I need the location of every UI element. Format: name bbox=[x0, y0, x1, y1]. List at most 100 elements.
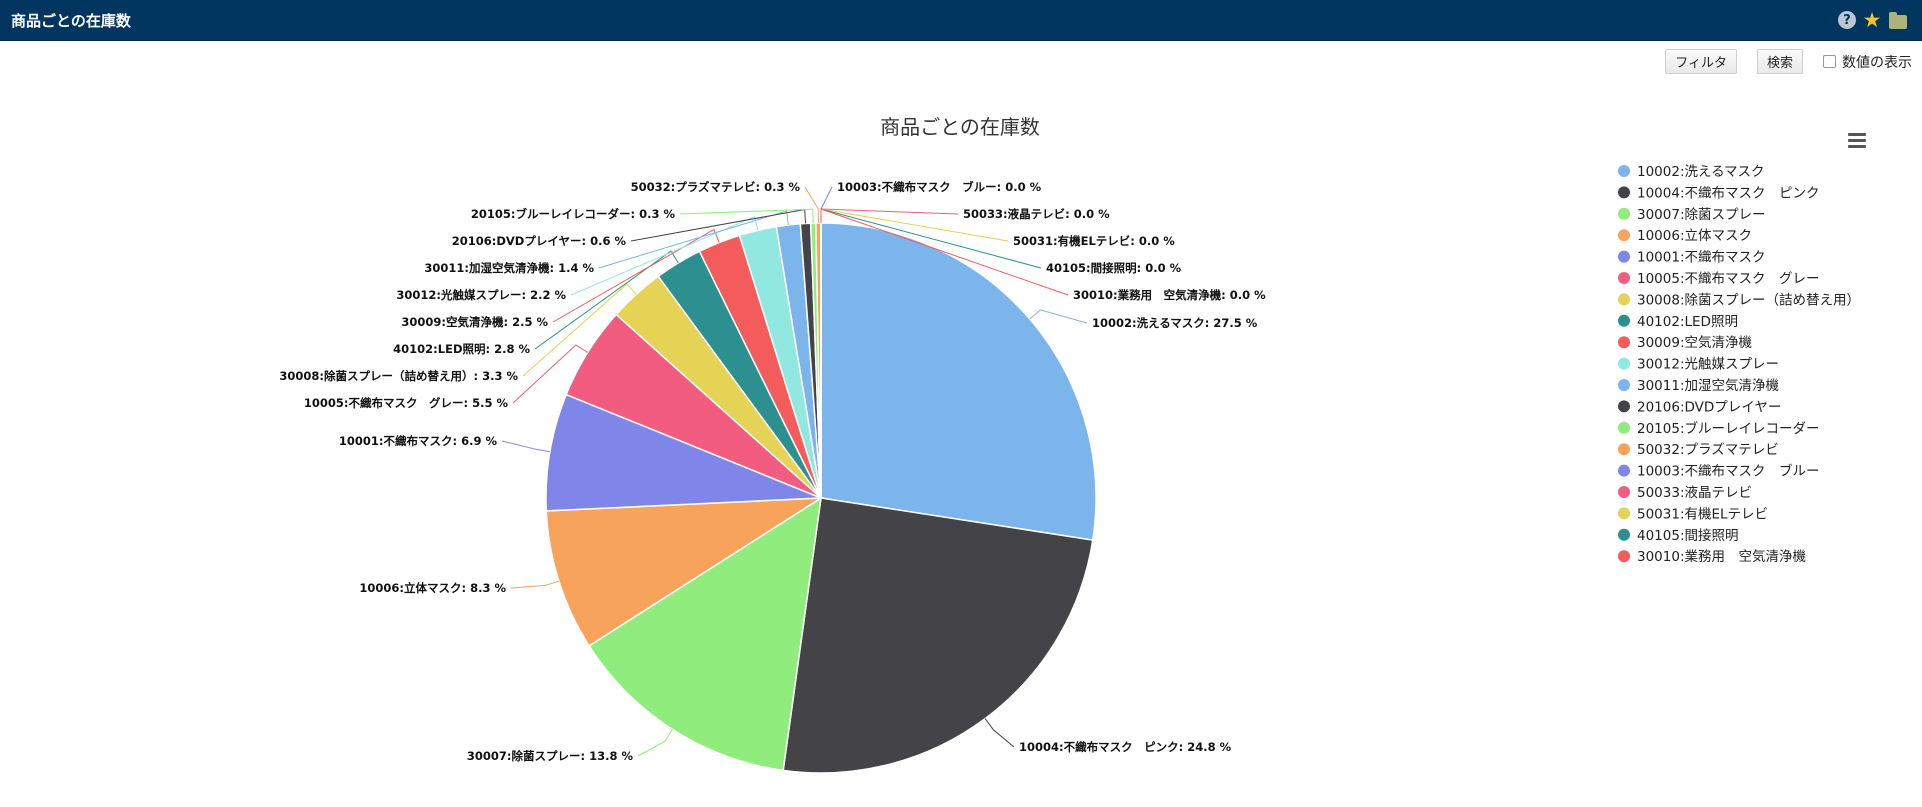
star-icon[interactable]: ★ bbox=[1862, 8, 1882, 32]
label-connector bbox=[598, 210, 789, 269]
legend-label: 50031:有機ELテレビ bbox=[1637, 506, 1768, 522]
search-button[interactable]: 検索 bbox=[1756, 49, 1803, 74]
menu-icon[interactable] bbox=[1848, 133, 1866, 148]
data-label: 20105:ブルーレイレコーダー: 0.3 % bbox=[471, 207, 676, 221]
data-label: 30008:除菌スプレー（詰め替え用）: 3.3 % bbox=[279, 369, 518, 383]
pie-slice[interactable] bbox=[545, 497, 824, 647]
legend-marker bbox=[1618, 464, 1630, 477]
data-label: 30011:加湿空気清浄機: 1.4 % bbox=[424, 261, 594, 275]
legend-label: 30007:除菌スプレー bbox=[1637, 207, 1766, 223]
legend-marker bbox=[1618, 400, 1630, 413]
data-label: 30010:業務用 空気清浄機: 0.0 % bbox=[1073, 288, 1266, 302]
legend-item[interactable]: 10001:不織布マスク bbox=[1618, 250, 1766, 266]
legend-item[interactable]: 50032:プラズマテレビ bbox=[1618, 442, 1779, 458]
pie-slices bbox=[545, 222, 1097, 774]
legend-marker bbox=[1618, 486, 1630, 498]
label-connector bbox=[820, 208, 1069, 296]
data-label: 40102:LED照明: 2.8 % bbox=[393, 342, 530, 356]
legend-item[interactable]: 20106:DVDプレイヤー bbox=[1618, 399, 1781, 415]
label-connectors bbox=[501, 186, 1088, 757]
legend-item[interactable]: 10005:不織布マスク グレー bbox=[1618, 271, 1820, 287]
label-connector bbox=[570, 216, 759, 296]
filter-button[interactable]: フィルタ bbox=[1665, 49, 1737, 74]
legend-label: 10003:不織布マスク ブルー bbox=[1637, 463, 1820, 480]
data-label: 30009:空気清浄機: 2.5 % bbox=[401, 315, 548, 329]
label-connector bbox=[510, 580, 560, 589]
label-connector bbox=[679, 208, 814, 224]
legend-label: 30011:加湿空気清浄機 bbox=[1637, 378, 1779, 394]
data-label: 50033:液晶テレビ: 0.0 % bbox=[963, 207, 1110, 221]
data-label: 30012:光触媒スプレー: 2.2 % bbox=[396, 288, 566, 302]
legend-item[interactable]: 40105:間接照明 bbox=[1618, 527, 1739, 544]
legend-item[interactable]: 30012:光触媒スプレー bbox=[1618, 357, 1779, 373]
label-connector bbox=[984, 718, 1015, 748]
legend: 10002:洗えるマスク 10004:不織布マスク ピンク 30007:除菌スプレー… bbox=[1618, 164, 1860, 565]
toolbar: フィルタ 検索 数値の表示 bbox=[1665, 49, 1912, 74]
legend-marker bbox=[1618, 186, 1630, 199]
legend-label: 10004:不織布マスク ピンク bbox=[1637, 185, 1820, 201]
legend-item[interactable]: 40102:LED照明 bbox=[1618, 314, 1738, 330]
legend-item[interactable]: 10002:洗えるマスク bbox=[1618, 164, 1765, 180]
legend-label: 30009:空気清浄機 bbox=[1637, 335, 1752, 351]
legend-marker bbox=[1618, 314, 1630, 327]
label-connector bbox=[522, 283, 637, 377]
data-label: 10005:不織布マスク グレー: 5.5 % bbox=[304, 396, 509, 410]
legend-item[interactable]: 30010:業務用 空気清浄機 bbox=[1618, 549, 1806, 565]
legend-item[interactable]: 30009:空気清浄機 bbox=[1618, 335, 1752, 351]
legend-marker bbox=[1618, 528, 1630, 541]
legend-item[interactable]: 30008:除菌スプレー（詰め替え用） bbox=[1618, 292, 1860, 308]
legend-label: 40102:LED照明 bbox=[1637, 314, 1738, 330]
pie-slice[interactable] bbox=[545, 393, 822, 512]
legend-marker bbox=[1618, 379, 1630, 391]
folder-icon-wrap[interactable] bbox=[1888, 10, 1908, 30]
legend-item[interactable]: 30011:加湿空気清浄機 bbox=[1618, 378, 1779, 394]
legend-marker bbox=[1618, 293, 1630, 306]
data-label: 30007:除菌スプレー: 13.8 % bbox=[467, 749, 634, 763]
legend-label: 30010:業務用 空気清浄機 bbox=[1637, 549, 1806, 565]
legend-label: 30012:光触媒スプレー bbox=[1637, 357, 1779, 373]
legend-item[interactable]: 10006:立体マスク bbox=[1618, 228, 1752, 244]
legend-label: 50032:プラズマテレビ bbox=[1637, 442, 1779, 458]
data-label: 50032:プラズマテレビ: 0.3 % bbox=[631, 180, 801, 194]
show-values-checkbox[interactable] bbox=[1823, 55, 1836, 68]
legend-item[interactable]: 50031:有機ELテレビ bbox=[1618, 506, 1768, 522]
pie-slice[interactable] bbox=[782, 497, 1094, 774]
legend-label: 50033:液晶テレビ bbox=[1637, 485, 1752, 501]
show-values-toggle[interactable]: 数値の表示 bbox=[1823, 52, 1912, 72]
app-header: 商品ごとの在庫数 ? ★ bbox=[0, 0, 1922, 41]
label-connector bbox=[1029, 309, 1088, 324]
data-label: 10003:不織布マスク ブルー: 0.0 % bbox=[837, 180, 1042, 194]
legend-label: 10001:不織布マスク bbox=[1637, 250, 1766, 266]
legend-marker bbox=[1618, 421, 1630, 434]
label-connector bbox=[501, 440, 550, 453]
page-title: 商品ごとの在庫数 bbox=[11, 12, 131, 30]
legend-label: 10005:不織布マスク グレー bbox=[1637, 271, 1820, 287]
chart-title: 商品ごとの在庫数 bbox=[880, 115, 1040, 139]
legend-item[interactable]: 10004:不織布マスク ピンク bbox=[1618, 185, 1820, 201]
label-connector bbox=[552, 228, 720, 323]
data-label: 10004:不織布マスク ピンク: 24.8 % bbox=[1019, 740, 1232, 754]
legend-marker bbox=[1618, 357, 1630, 370]
legend-item[interactable]: 50033:液晶テレビ bbox=[1618, 485, 1752, 501]
data-label: 10001:不織布マスク: 6.9 % bbox=[339, 434, 498, 448]
legend-label: 20105:ブルーレイレコーダー bbox=[1637, 420, 1820, 437]
label-connector bbox=[804, 186, 819, 224]
legend-marker bbox=[1618, 550, 1630, 563]
help-icon[interactable]: ? bbox=[1838, 11, 1856, 29]
legend-item[interactable]: 10003:不織布マスク ブルー bbox=[1618, 463, 1820, 480]
data-label: 10006:立体マスク: 8.3 % bbox=[359, 581, 506, 595]
data-labels: 10002:洗えるマスク: 27.5 % 10004:不織布マスク ピンク: 24… bbox=[279, 180, 1266, 763]
data-label: 40105:間接照明: 0.0 % bbox=[1046, 261, 1182, 275]
legend-label: 30008:除菌スプレー（詰め替え用） bbox=[1637, 292, 1860, 308]
label-connector bbox=[820, 186, 833, 223]
data-label: 10002:洗えるマスク: 27.5 % bbox=[1092, 316, 1258, 330]
legend-marker bbox=[1618, 336, 1630, 349]
data-label: 20106:DVDプレイヤー: 0.6 % bbox=[452, 234, 627, 248]
pie-chart: 商品ごとの在庫数 10002:洗えるマスク: 27.5 % 10004:不織布マス… bbox=[279, 115, 1866, 774]
label-connector bbox=[637, 729, 673, 757]
data-label: 50031:有機ELテレビ: 0.0 % bbox=[1013, 234, 1175, 248]
legend-item[interactable]: 20105:ブルーレイレコーダー bbox=[1618, 420, 1820, 437]
legend-marker bbox=[1618, 165, 1630, 177]
legend-item[interactable]: 30007:除菌スプレー bbox=[1618, 207, 1766, 223]
legend-marker bbox=[1618, 229, 1630, 242]
